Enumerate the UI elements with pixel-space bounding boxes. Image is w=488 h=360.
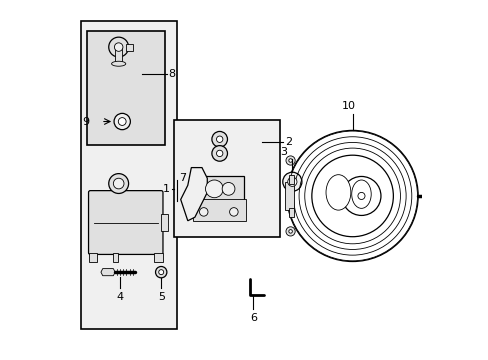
- Bar: [288, 175, 293, 184]
- Ellipse shape: [325, 175, 350, 210]
- Circle shape: [288, 230, 292, 233]
- Ellipse shape: [351, 180, 370, 208]
- Circle shape: [229, 208, 238, 216]
- Bar: [193, 199, 246, 221]
- Circle shape: [211, 131, 227, 147]
- Bar: [88, 253, 97, 261]
- Text: 9: 9: [82, 117, 89, 126]
- Bar: [161, 214, 167, 231]
- Circle shape: [285, 156, 295, 165]
- Bar: [154, 253, 163, 261]
- Text: 6: 6: [249, 313, 256, 323]
- Text: 8: 8: [168, 69, 175, 79]
- Bar: [285, 182, 293, 210]
- Bar: [173, 120, 279, 237]
- Circle shape: [288, 159, 292, 162]
- Text: 4: 4: [117, 292, 124, 302]
- Text: 10: 10: [342, 101, 355, 111]
- FancyBboxPatch shape: [88, 191, 163, 255]
- Circle shape: [357, 192, 364, 199]
- Circle shape: [311, 155, 392, 237]
- Text: 5: 5: [158, 292, 164, 302]
- Circle shape: [114, 43, 122, 51]
- Circle shape: [211, 145, 227, 161]
- Circle shape: [282, 172, 301, 192]
- Text: 2: 2: [285, 137, 292, 147]
- Circle shape: [352, 187, 369, 205]
- Polygon shape: [101, 269, 115, 276]
- Circle shape: [341, 176, 380, 215]
- Circle shape: [216, 136, 223, 143]
- Circle shape: [285, 227, 295, 236]
- Bar: [86, 31, 164, 145]
- Circle shape: [118, 118, 126, 125]
- Bar: [115, 47, 122, 63]
- Circle shape: [222, 183, 234, 195]
- Circle shape: [159, 270, 163, 275]
- Circle shape: [113, 178, 124, 189]
- Circle shape: [155, 266, 166, 278]
- Circle shape: [114, 113, 130, 130]
- Text: 3: 3: [280, 147, 286, 157]
- Circle shape: [205, 180, 223, 198]
- Circle shape: [199, 208, 207, 216]
- Bar: [126, 44, 133, 51]
- Circle shape: [286, 130, 417, 261]
- Bar: [288, 208, 293, 217]
- Circle shape: [216, 150, 223, 157]
- Bar: [113, 253, 118, 261]
- Circle shape: [287, 177, 296, 186]
- Ellipse shape: [111, 61, 125, 66]
- Bar: [195, 176, 244, 201]
- Polygon shape: [181, 168, 207, 221]
- Circle shape: [108, 174, 128, 193]
- Bar: [81, 21, 177, 329]
- Text: 1: 1: [163, 184, 170, 194]
- Text: 7: 7: [179, 173, 185, 183]
- Circle shape: [108, 37, 128, 57]
